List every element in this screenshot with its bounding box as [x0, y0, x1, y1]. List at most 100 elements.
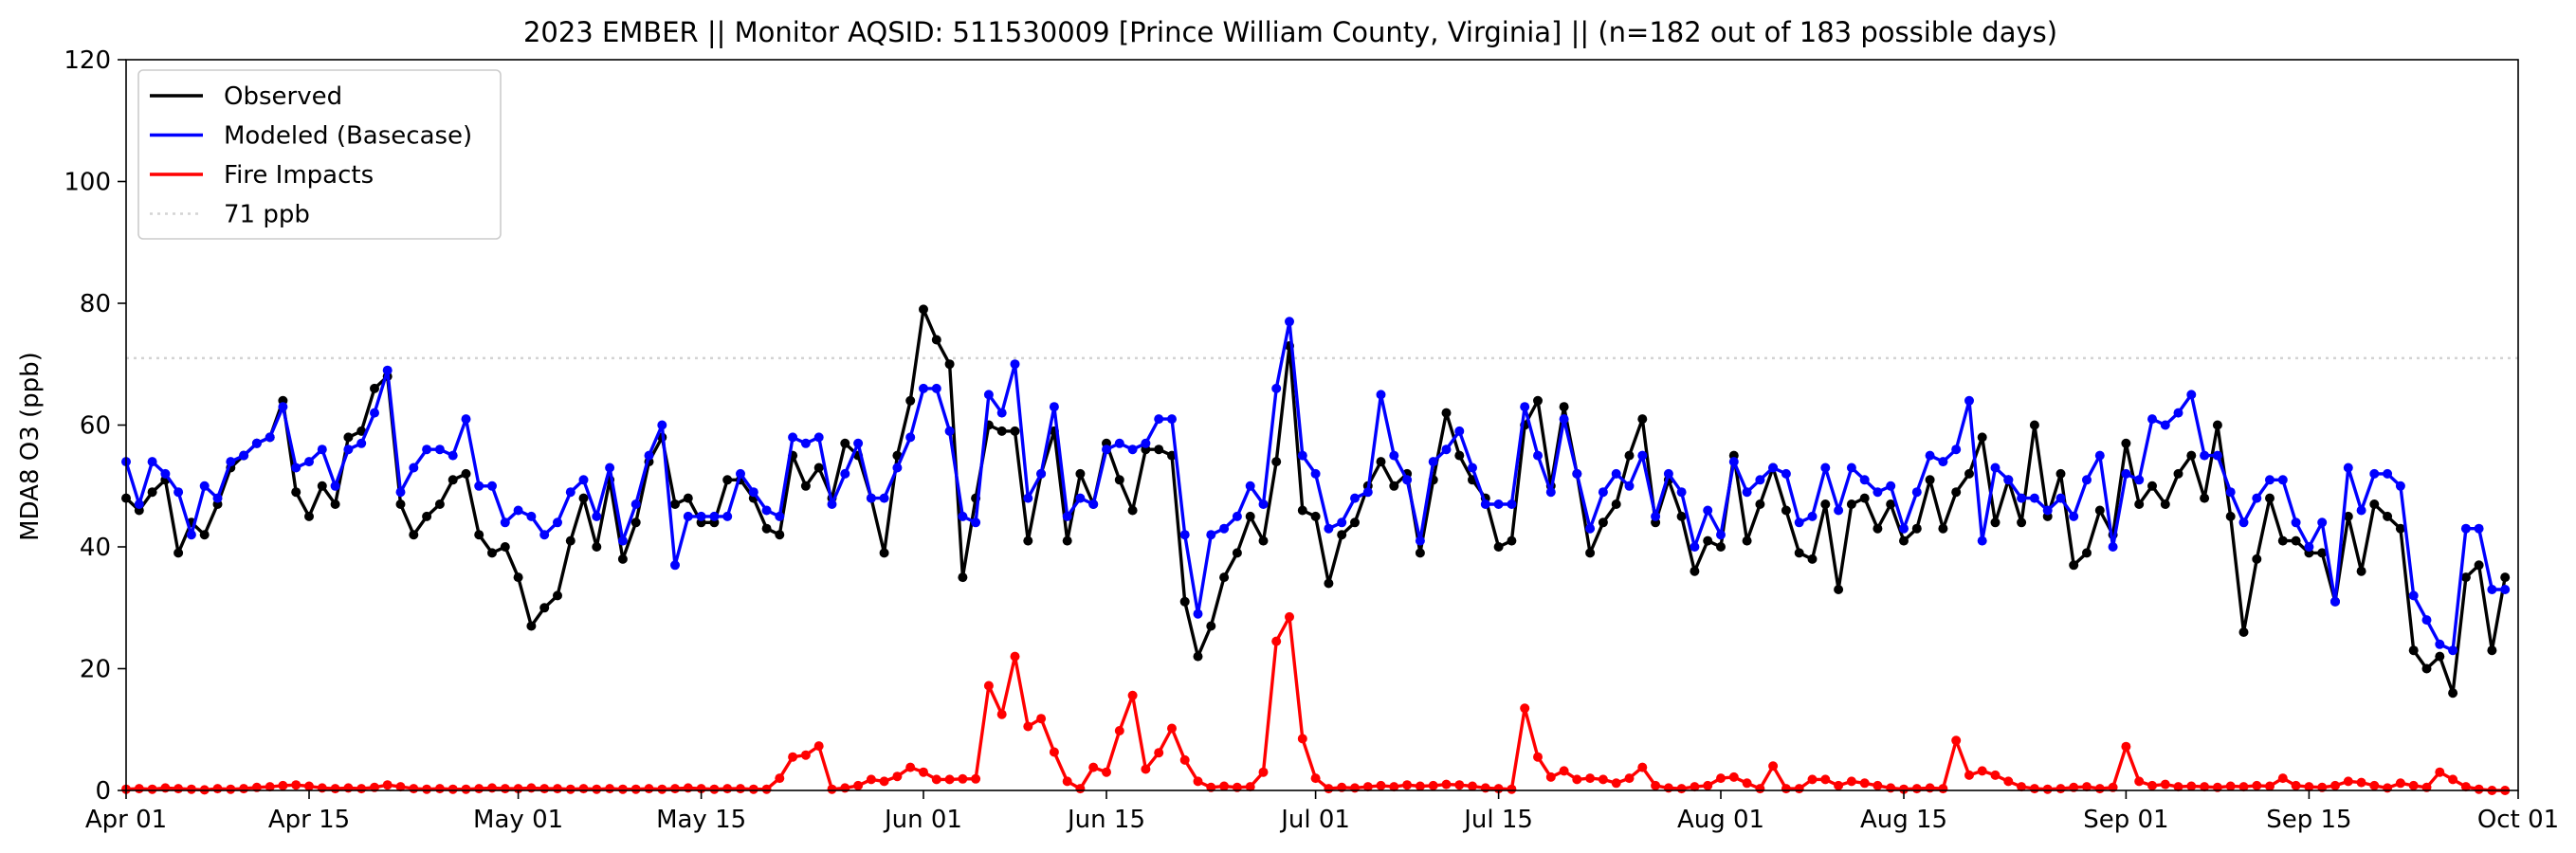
- data-point: [2173, 468, 2183, 479]
- data-point: [1389, 481, 1399, 491]
- data-point: [1010, 359, 1020, 370]
- data-point: [147, 784, 157, 794]
- data-point: [1415, 535, 1425, 546]
- data-point: [1297, 450, 1307, 461]
- data-point: [1245, 511, 1255, 521]
- data-point: [2448, 645, 2458, 656]
- data-point: [813, 432, 824, 443]
- data-point: [1023, 493, 1033, 503]
- data-point: [617, 535, 628, 546]
- data-point: [2330, 596, 2340, 607]
- data-point: [461, 784, 471, 794]
- x-tick-label: Oct 01: [2477, 806, 2559, 834]
- data-point: [1310, 511, 1321, 521]
- data-point: [2383, 468, 2393, 479]
- data-point: [2082, 475, 2092, 485]
- y-tick-label: 80: [80, 290, 111, 318]
- data-point: [1324, 523, 1334, 534]
- data-point: [1232, 511, 1242, 521]
- data-point: [2200, 782, 2210, 792]
- data-point: [2147, 481, 2157, 491]
- data-point: [2474, 784, 2484, 794]
- data-point: [1141, 438, 1151, 448]
- data-point: [1820, 463, 1831, 473]
- data-point: [1794, 517, 1804, 528]
- y-tick-label: 40: [80, 534, 111, 562]
- data-point: [958, 511, 968, 521]
- data-point: [1493, 542, 1504, 552]
- data-point: [1154, 414, 1164, 425]
- data-point: [1454, 450, 1465, 461]
- data-point: [2317, 517, 2328, 528]
- data-point: [500, 542, 510, 552]
- data-point: [1690, 542, 1700, 552]
- data-point: [827, 499, 837, 509]
- data-point: [1964, 468, 1974, 479]
- data-point: [1362, 487, 1373, 498]
- data-point: [2134, 499, 2145, 509]
- data-point: [1010, 426, 1020, 436]
- data-point: [2395, 523, 2405, 534]
- data-point: [866, 493, 876, 503]
- data-point: [1925, 450, 1935, 461]
- data-point: [2200, 493, 2210, 503]
- data-point: [2435, 639, 2445, 649]
- data-point: [1507, 784, 1517, 794]
- data-point: [1271, 457, 1282, 467]
- data-point: [160, 783, 171, 793]
- data-point: [1834, 585, 1844, 594]
- data-point: [174, 548, 184, 558]
- data-point: [1167, 723, 1177, 734]
- data-point: [605, 463, 615, 473]
- data-point: [2055, 784, 2066, 794]
- data-point: [2173, 782, 2183, 792]
- data-point: [1454, 426, 1465, 436]
- legend-box: [137, 69, 502, 240]
- data-point: [919, 304, 928, 315]
- data-point: [1742, 487, 1752, 498]
- data-point: [2212, 420, 2222, 430]
- data-point: [1598, 517, 1608, 528]
- data-point: [683, 783, 693, 793]
- data-point: [1938, 523, 1948, 534]
- data-point: [1716, 773, 1726, 784]
- data-point: [1834, 780, 1844, 790]
- data-point: [1624, 773, 1635, 784]
- data-point: [1049, 402, 1059, 412]
- data-point: [1990, 770, 2001, 780]
- data-point: [1219, 523, 1230, 534]
- data-point: [1938, 457, 1948, 467]
- data-point: [2383, 511, 2393, 521]
- data-point: [1102, 767, 1111, 777]
- data-point: [1468, 781, 1477, 791]
- data-point: [1742, 535, 1752, 546]
- data-point: [409, 530, 419, 540]
- data-point: [1232, 548, 1242, 558]
- data-point: [395, 499, 406, 509]
- data-point: [709, 784, 720, 794]
- data-point: [1062, 776, 1072, 787]
- data-point: [1010, 651, 1020, 662]
- data-point: [330, 784, 340, 794]
- data-point: [1533, 752, 1543, 762]
- data-point: [775, 511, 785, 521]
- data-point: [944, 359, 955, 370]
- x-tick-label: Jul 01: [1279, 806, 1350, 834]
- data-point: [2029, 784, 2039, 794]
- data-point: [409, 784, 419, 794]
- data-point: [1258, 767, 1269, 777]
- data-point: [1703, 505, 1713, 516]
- data-point: [1611, 778, 1621, 789]
- data-point: [2487, 585, 2497, 594]
- data-point: [513, 505, 523, 516]
- data-point: [2121, 468, 2131, 479]
- data-point: [1245, 481, 1255, 491]
- data-point: [2291, 535, 2301, 546]
- data-point: [1350, 517, 1360, 528]
- data-point: [1285, 317, 1294, 327]
- data-point: [2487, 645, 2497, 656]
- data-point: [1846, 463, 1856, 473]
- data-point: [2448, 774, 2458, 785]
- data-point: [278, 402, 288, 412]
- data-point: [343, 432, 354, 443]
